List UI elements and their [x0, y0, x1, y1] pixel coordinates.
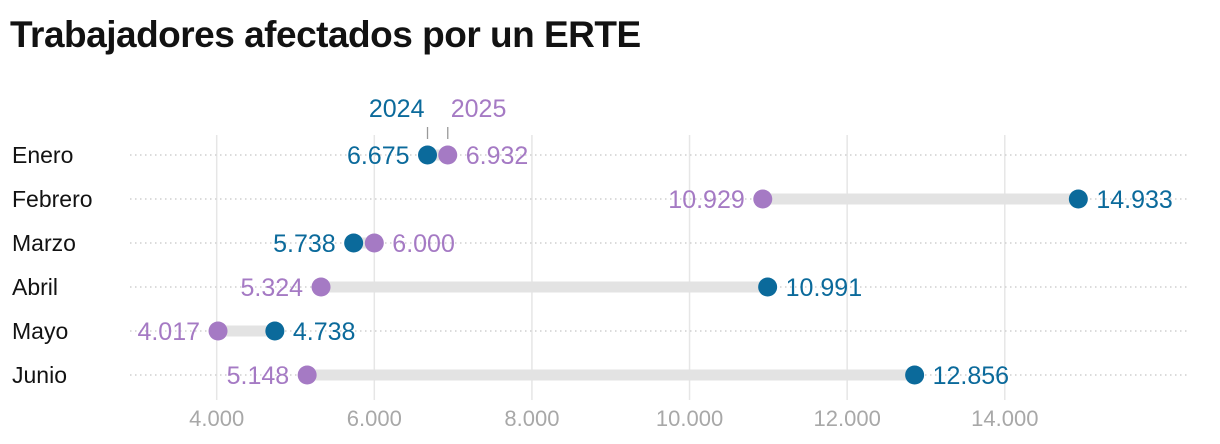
chart-title: Trabajadores afectados por un ERTE	[10, 14, 641, 55]
value-label-2024: 12.856	[933, 362, 1009, 390]
value-label-2024: 5.738	[273, 230, 336, 258]
dot-2025	[364, 233, 384, 253]
row-label: Febrero	[12, 186, 93, 212]
value-label-2025: 6.932	[466, 142, 529, 170]
value-label-2025: 5.324	[240, 274, 303, 302]
x-tick-label: 6.000	[347, 406, 402, 431]
value-label-2024: 14.933	[1096, 186, 1172, 214]
dot-2025	[208, 321, 228, 341]
value-label-2025: 10.929	[668, 186, 744, 214]
x-tick-label: 12.000	[814, 406, 881, 431]
row-label: Enero	[12, 142, 73, 168]
dot-2024	[418, 145, 438, 165]
row-label: Marzo	[12, 230, 76, 256]
dot-2024	[344, 233, 364, 253]
dot-2024	[1068, 189, 1088, 209]
value-label-2024: 4.738	[293, 318, 356, 346]
x-tick-label: 10.000	[656, 406, 723, 431]
value-label-2024: 10.991	[786, 274, 862, 302]
row-label: Junio	[12, 362, 67, 388]
legend-label-2024: 2024	[369, 95, 425, 123]
dot-2024	[905, 365, 925, 385]
dot-2024	[758, 277, 778, 297]
x-tick-label: 8.000	[504, 406, 559, 431]
value-label-2025: 4.017	[137, 318, 200, 346]
dot-2025	[311, 277, 331, 297]
dot-2025	[297, 365, 317, 385]
row-label: Abril	[12, 274, 58, 300]
legend-label-2025: 2025	[451, 95, 507, 123]
value-label-2024: 6.675	[347, 142, 410, 170]
x-tick-label: 14.000	[971, 406, 1038, 431]
value-label-2025: 6.000	[392, 230, 455, 258]
row-label: Mayo	[12, 318, 68, 344]
x-tick-label: 4.000	[189, 406, 244, 431]
dot-2025	[438, 145, 458, 165]
dot-2024	[265, 321, 285, 341]
dot-2025	[753, 189, 773, 209]
value-label-2025: 5.148	[227, 362, 290, 390]
